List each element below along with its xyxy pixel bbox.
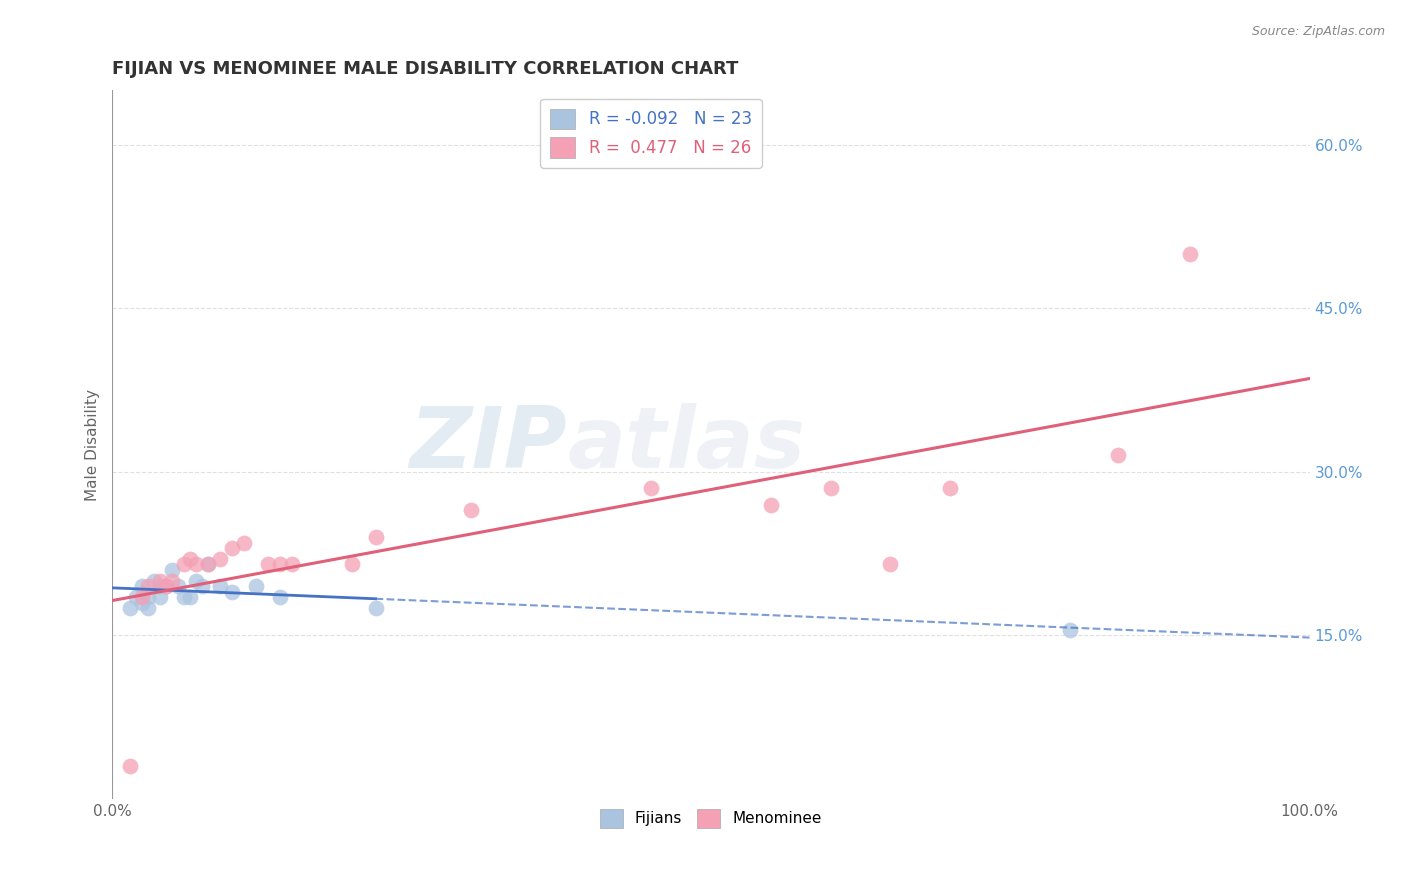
Point (149, 579, 172, 593)
Point (245, 579, 267, 593)
Point (364, 601, 387, 615)
Point (173, 558, 195, 572)
Point (136, 579, 159, 593)
Point (1059, 623, 1081, 637)
Point (120, 601, 142, 615)
Text: atlas: atlas (567, 403, 806, 486)
Point (197, 558, 219, 572)
Point (184, 558, 207, 572)
Point (125, 590, 148, 604)
Point (136, 590, 159, 604)
Point (820, 481, 842, 495)
Point (1178, 247, 1201, 261)
Text: FIJIAN VS MENOMINEE MALE DISABILITY CORRELATION CHART: FIJIAN VS MENOMINEE MALE DISABILITY CORR… (112, 60, 738, 78)
Point (269, 558, 291, 572)
Point (191, 579, 214, 593)
Point (197, 558, 219, 572)
Point (155, 579, 177, 593)
Point (120, 759, 142, 773)
Point (155, 579, 177, 593)
Point (939, 481, 962, 495)
Point (184, 574, 207, 588)
Text: Source: ZipAtlas.com: Source: ZipAtlas.com (1251, 25, 1385, 38)
Point (221, 584, 243, 599)
Text: ZIP: ZIP (409, 403, 567, 486)
Point (160, 563, 183, 577)
Point (136, 601, 159, 615)
Point (232, 535, 254, 549)
Y-axis label: Male Disability: Male Disability (86, 389, 100, 500)
Point (173, 590, 195, 604)
Point (179, 552, 201, 566)
Point (167, 579, 190, 593)
Point (280, 558, 302, 572)
Point (208, 579, 231, 593)
Point (208, 552, 231, 566)
Point (131, 590, 153, 604)
Point (460, 503, 482, 517)
Point (340, 558, 363, 572)
Legend: Fijians, Menominee: Fijians, Menominee (593, 803, 828, 834)
Point (179, 590, 201, 604)
Point (221, 541, 243, 555)
Point (759, 498, 782, 512)
Point (131, 596, 153, 610)
Point (256, 558, 278, 572)
Point (149, 574, 172, 588)
Point (143, 574, 166, 588)
Point (1107, 449, 1129, 463)
Point (640, 481, 662, 495)
Point (879, 558, 901, 572)
Point (269, 590, 291, 604)
Point (364, 530, 387, 544)
Point (149, 590, 172, 604)
Point (131, 579, 153, 593)
Point (160, 574, 183, 588)
